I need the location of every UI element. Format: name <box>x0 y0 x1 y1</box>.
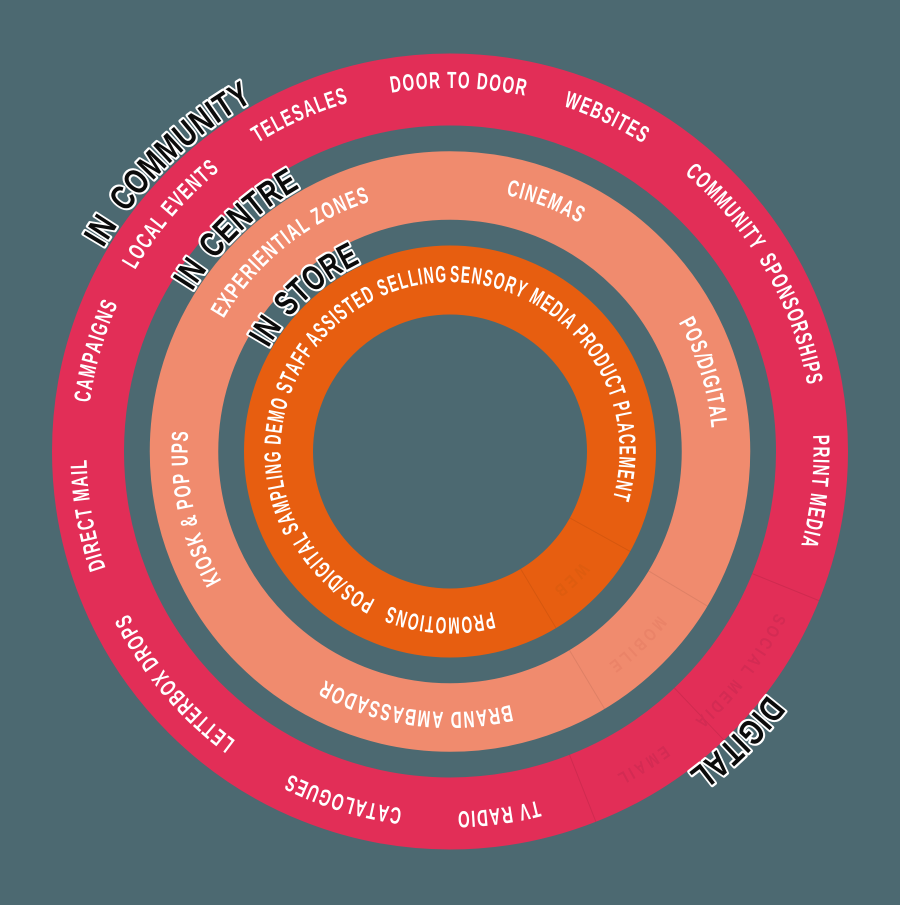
svg-text:I: I <box>796 354 822 365</box>
svg-text:A: A <box>390 700 406 728</box>
svg-text:G: G <box>435 262 447 288</box>
svg-text:D: D <box>261 434 287 446</box>
svg-text:D: D <box>476 804 489 831</box>
svg-text:C: C <box>73 516 101 532</box>
svg-text:N: N <box>470 264 484 291</box>
svg-text:D: D <box>800 516 828 532</box>
svg-text:P: P <box>807 435 833 446</box>
svg-text:O: O <box>401 70 416 97</box>
svg-text:A: A <box>67 475 94 488</box>
svg-text:M: M <box>74 362 102 380</box>
svg-text:P: P <box>172 496 200 511</box>
svg-text:M: M <box>448 611 460 637</box>
svg-text:A: A <box>376 799 391 827</box>
svg-text:P: P <box>167 443 193 454</box>
svg-text:E: E <box>613 445 639 455</box>
svg-text:C: C <box>70 389 97 404</box>
svg-text:R: R <box>500 800 515 828</box>
svg-text:I: I <box>81 551 107 562</box>
svg-text:I: I <box>418 609 426 635</box>
svg-text:B: B <box>403 702 418 729</box>
svg-text:A: A <box>488 802 502 829</box>
svg-text:D: D <box>388 71 403 98</box>
svg-text:U: U <box>167 455 193 467</box>
svg-text:B: B <box>499 699 515 727</box>
svg-text:O: O <box>406 607 422 634</box>
svg-text:O: O <box>435 611 447 637</box>
svg-text:O: O <box>500 72 516 100</box>
svg-text:E: E <box>262 422 289 435</box>
svg-text:D: D <box>450 706 462 732</box>
svg-text:O: O <box>415 68 429 95</box>
svg-text:I: I <box>700 386 726 396</box>
svg-text:M: M <box>68 487 95 503</box>
svg-text:N: N <box>807 464 834 476</box>
svg-text:O: O <box>488 70 503 97</box>
svg-text:R: R <box>429 68 441 95</box>
svg-text:I: I <box>263 473 289 481</box>
svg-text:G: G <box>261 451 287 463</box>
svg-text:I: I <box>416 265 424 291</box>
svg-text:R: R <box>513 74 529 102</box>
svg-text:A: A <box>703 403 730 418</box>
svg-text:M: M <box>264 408 291 424</box>
svg-text:T: T <box>447 68 456 94</box>
svg-text:I: I <box>798 528 824 538</box>
svg-text:T: T <box>806 476 833 487</box>
svg-text:I: I <box>67 470 93 476</box>
svg-text:I: I <box>695 366 721 378</box>
svg-text:E: E <box>460 263 472 289</box>
svg-text:T: T <box>71 506 98 519</box>
svg-text:S: S <box>450 262 460 288</box>
svg-text:N: N <box>609 478 636 493</box>
svg-text:D: D <box>476 69 489 96</box>
svg-text:M: M <box>613 456 639 469</box>
svg-text:R: R <box>808 447 834 458</box>
svg-text:O: O <box>460 610 473 637</box>
svg-text:M: M <box>416 704 431 731</box>
svg-text:I: I <box>807 459 833 464</box>
svg-text:C: C <box>613 433 639 445</box>
svg-text:P: P <box>168 472 195 485</box>
svg-text:I: I <box>470 805 476 831</box>
svg-text:A: A <box>475 704 489 731</box>
svg-text:E: E <box>802 505 829 519</box>
svg-text:C: C <box>388 801 403 828</box>
svg-text:M: M <box>804 492 832 508</box>
svg-text:A: A <box>72 376 100 391</box>
svg-text:N: N <box>261 463 287 475</box>
svg-text:I: I <box>516 179 527 205</box>
svg-text:R: R <box>472 608 486 635</box>
svg-text:N: N <box>422 263 435 290</box>
svg-text:R: R <box>487 702 502 729</box>
svg-text:/: / <box>688 351 715 361</box>
svg-text:N: N <box>462 705 475 732</box>
svg-text:L: L <box>705 417 732 429</box>
svg-text:O: O <box>457 68 470 95</box>
svg-text:I: I <box>84 332 110 344</box>
svg-text:O: O <box>170 483 197 499</box>
svg-text:L: L <box>66 459 92 469</box>
svg-text:A: A <box>431 706 443 733</box>
svg-text:T: T <box>424 610 436 636</box>
svg-text:S: S <box>168 431 195 443</box>
svg-text:O: O <box>457 805 470 832</box>
svg-text:E: E <box>611 468 638 481</box>
svg-text:S: S <box>800 371 828 386</box>
svg-text:A: A <box>611 421 638 434</box>
